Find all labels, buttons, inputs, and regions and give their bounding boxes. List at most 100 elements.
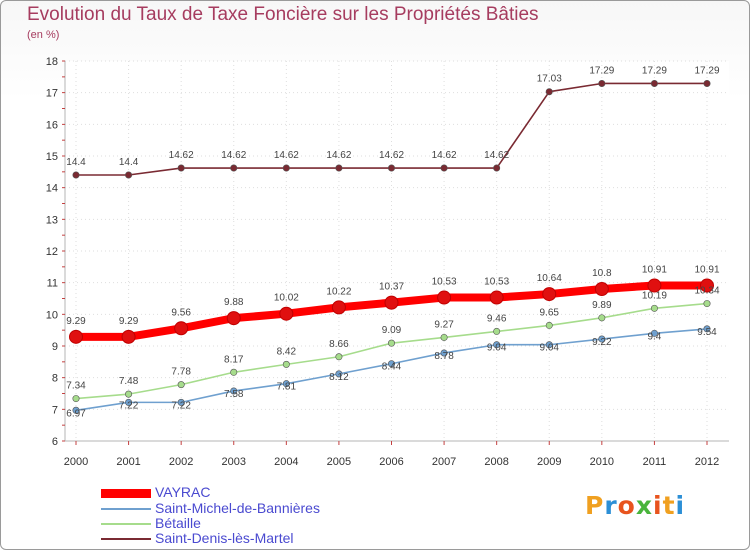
- y-tick-label: 13: [46, 214, 58, 226]
- data-label: 14.62: [169, 150, 194, 161]
- data-point: [598, 314, 606, 322]
- data-point: [69, 329, 83, 344]
- data-label: 7.48: [119, 376, 139, 387]
- data-label: 14.62: [274, 150, 299, 161]
- data-point: [493, 164, 501, 172]
- logo-letter: i: [653, 491, 663, 520]
- data-label: 7.81: [277, 382, 297, 393]
- y-tick-label: 14: [46, 183, 58, 195]
- data-point: [230, 387, 238, 395]
- data-label: 14.4: [66, 157, 86, 168]
- data-point: [125, 171, 133, 179]
- data-label: 10.19: [642, 290, 667, 301]
- data-point: [230, 368, 238, 376]
- data-label: 14.62: [326, 150, 351, 161]
- y-tick-label: 9: [52, 341, 58, 353]
- data-point: [598, 335, 606, 343]
- data-point: [282, 360, 290, 368]
- data-label: 10.22: [326, 286, 351, 297]
- data-label: 7.22: [119, 400, 139, 411]
- x-tick-label: 2011: [643, 456, 667, 468]
- legend-swatch-betaille: [101, 523, 151, 525]
- data-point: [230, 164, 238, 172]
- data-label: 9.04: [487, 343, 507, 354]
- data-point: [647, 278, 662, 293]
- data-label: 10.91: [642, 265, 667, 276]
- chart-unit-label: (en %): [27, 29, 60, 41]
- data-label: 8.42: [277, 346, 297, 357]
- data-point: [703, 79, 711, 87]
- data-point: [125, 398, 133, 406]
- data-label: 10.37: [379, 282, 404, 293]
- chart-title: Evolution du Taux de Taxe Foncière sur l…: [27, 4, 539, 25]
- data-label: 9.04: [540, 343, 560, 354]
- data-label: 8.44: [382, 362, 402, 373]
- logo-letter: x: [635, 491, 653, 520]
- data-point: [440, 164, 448, 172]
- y-tick-label: 8: [52, 373, 58, 385]
- data-label: 10.91: [694, 265, 719, 276]
- data-label: 14.62: [379, 150, 404, 161]
- data-point: [545, 88, 553, 96]
- x-tick-label: 2012: [695, 456, 719, 468]
- data-point: [72, 406, 80, 414]
- data-point: [331, 300, 346, 315]
- data-label: 8.66: [329, 339, 349, 350]
- legend-label-saint-michel-de-bannieres: Saint-Michel-de-Bannières: [155, 500, 320, 516]
- data-point: [440, 349, 448, 357]
- data-point: [650, 79, 658, 87]
- x-tick-label: 2007: [432, 456, 456, 468]
- data-label: 8.78: [434, 351, 454, 362]
- data-label: 10.64: [537, 273, 562, 284]
- data-label: 17.03: [537, 74, 562, 85]
- data-label: 10.34: [694, 286, 719, 297]
- x-tick-label: 2005: [327, 456, 351, 468]
- x-tick-label: 2002: [169, 456, 193, 468]
- x-tick-label: 2010: [590, 456, 614, 468]
- legend-label-betaille: Bétaille: [155, 515, 201, 531]
- x-tick-label: 2003: [222, 456, 246, 468]
- y-tick-label: 18: [46, 56, 58, 68]
- x-tick-label: 2004: [274, 456, 298, 468]
- data-label: 7.34: [66, 381, 86, 392]
- data-label: 8.12: [329, 372, 349, 383]
- data-label: 6.97: [66, 408, 86, 419]
- data-label: 7.22: [171, 400, 191, 411]
- legend-label-saint-denis-les-martel: Saint-Denis-lès-Martel: [155, 530, 294, 546]
- data-label: 9.89: [592, 300, 612, 311]
- logo-letter: o: [617, 491, 636, 520]
- data-point: [387, 360, 395, 368]
- data-label: 10.02: [274, 293, 299, 304]
- data-label: 14.62: [221, 150, 246, 161]
- data-point: [700, 278, 714, 293]
- data-label: 17.29: [589, 65, 614, 76]
- data-label: 9.29: [119, 316, 139, 327]
- legend-label-vayrac: VAYRAC: [155, 484, 211, 500]
- data-label: 17.29: [642, 65, 667, 76]
- data-point: [440, 333, 448, 341]
- x-tick-label: 2006: [379, 456, 403, 468]
- data-label: 9.65: [540, 307, 560, 318]
- data-point: [650, 304, 658, 312]
- data-point: [598, 79, 606, 87]
- data-label: 10.53: [484, 277, 509, 288]
- data-point: [489, 290, 504, 305]
- data-label: 14.62: [484, 150, 509, 161]
- x-tick-label: 2008: [484, 456, 508, 468]
- data-label: 9.29: [66, 316, 86, 327]
- data-label: 9.54: [697, 327, 717, 338]
- data-point: [177, 381, 185, 389]
- data-point: [545, 321, 553, 329]
- logo-letter: t: [662, 491, 676, 520]
- y-tick-label: 11: [47, 278, 58, 290]
- legend-swatch-saint-denis-les-martel: [101, 538, 151, 540]
- legend-swatch-vayrac: [101, 489, 151, 498]
- data-point: [545, 341, 553, 349]
- data-point: [335, 353, 343, 361]
- data-label: 8.17: [224, 354, 244, 365]
- data-label: 10.53: [432, 277, 457, 288]
- data-point: [703, 300, 711, 308]
- data-point: [387, 339, 395, 347]
